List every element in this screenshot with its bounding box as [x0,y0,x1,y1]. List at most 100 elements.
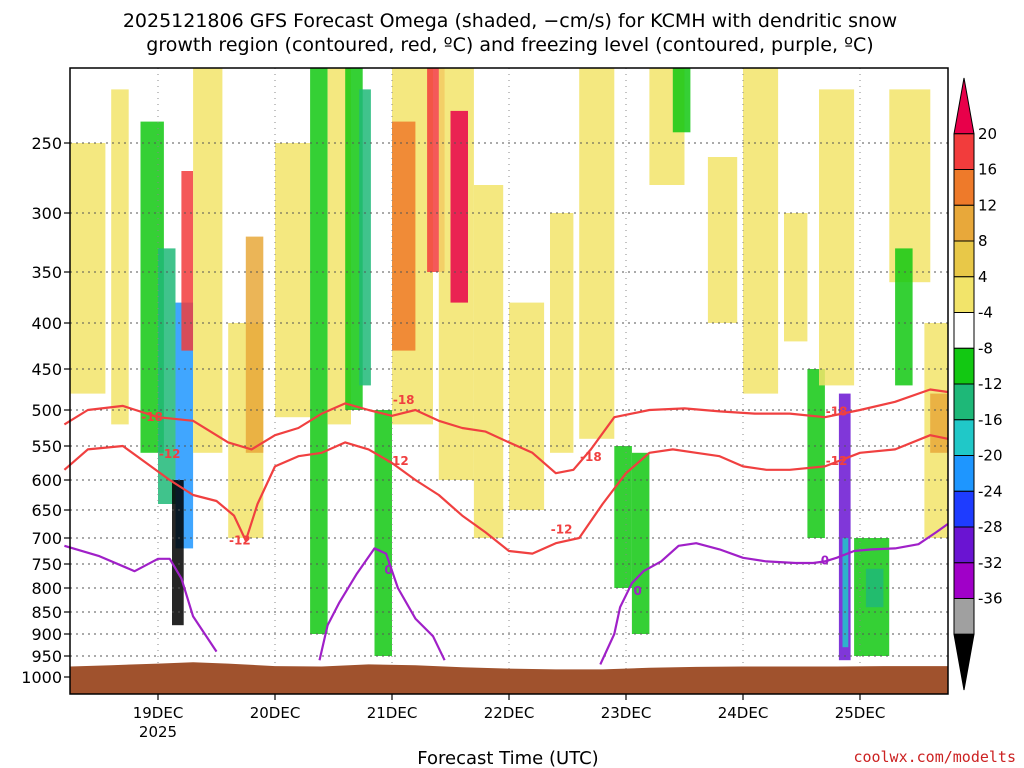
x-axis-label: Forecast Time (UTC) [417,748,598,768]
colorbar-swatch [953,455,975,492]
colorbar-swatch [953,276,975,314]
x-tick-label: 23DEC [601,704,652,722]
y-tick-label: 650 [31,501,62,520]
x-tick-label: 21DEC [367,704,418,722]
x-tick-label: 19DEC [133,704,184,722]
y-tick-label: 300 [31,204,62,223]
omega-cell [327,68,351,425]
colorbar-swatch [953,169,975,206]
x-tick-sublabel: 2025 [139,723,177,741]
omega-cell [158,248,176,504]
chart-title-line-1: 2025121806 GFS Forecast Omega (shaded, −… [123,10,897,32]
contour-label: -18 [580,450,602,464]
gridlines [70,68,948,694]
contour-label: -18 [826,404,848,418]
contour-labels: -18 -12 -12 -18 -12 -18 -12 -18 -12 0 0 0 [141,393,847,598]
omega-cell [784,213,808,342]
colorbar-tick-label: -8 [978,339,993,357]
watermark: coolwx.com/modelts [853,748,1016,766]
colorbar-tick-label: 20 [978,125,997,143]
omega-cell [819,89,855,386]
colorbar-tick-label: 4 [978,268,988,286]
omega-cell [807,369,825,538]
colorbar-top-arrow [953,77,975,135]
ground-surface [70,662,948,694]
omega-cell [245,236,264,453]
omega-cell [374,410,392,656]
y-tick-label: 550 [31,437,62,456]
y-tick-label: 1000 [21,668,62,687]
colorbar-tick-label: -4 [978,304,993,322]
omega-cell [181,171,194,351]
colorbar-swatch [953,598,975,635]
contour-label: -12 [159,447,181,461]
colorbar-tick-label: -20 [978,447,1003,465]
colorbar-swatch [953,526,975,564]
colorbar-bottom-arrow [953,633,975,691]
colorbar-tick-label: 8 [978,232,988,250]
omega-cell [707,157,738,323]
colorbar-tick-label: -16 [978,411,1003,429]
contour-label: 0 [634,584,642,598]
y-tick-label: 600 [31,471,62,490]
chart-title-line-2: growth region (contoured, red, ºC) and f… [146,34,873,56]
contour-label: -18 [141,410,163,424]
omega-cell [743,68,779,394]
colorbar-swatch [953,562,975,600]
omega-cell [275,143,311,418]
contour-label: 0 [384,563,392,577]
contour-label: -18 [393,393,415,407]
colorbar-tick-label: 16 [978,161,997,179]
y-tick-label: 400 [31,314,62,333]
y-tick-label: 350 [31,263,62,282]
omega-cell [193,68,223,453]
colorbar-swatch [953,133,975,171]
colorbar-swatch [953,204,975,242]
y-tick-label: 900 [31,625,62,644]
freezing-level-contour-23dec [599,523,949,665]
contour-label: -12 [826,454,848,468]
freezing-level-contour-21dec [318,547,446,661]
contour-label: -12 [551,523,573,537]
x-tick-label: 24DEC [718,704,769,722]
omega-cell [631,452,650,634]
y-tick-label: 700 [31,529,62,548]
contour-label: 0 [821,553,829,567]
colorbar-swatch [953,240,975,278]
colorbar: 20 16 12 8 4 -4 -8 -12 -16 -20 -24 -28 -32 -36 [953,77,1003,691]
y-tick-label: 750 [31,555,62,574]
contour-lines [63,388,949,665]
omega-cell [70,143,106,394]
omega-cell [172,480,184,626]
omega-cell [672,68,691,133]
y-tick-label: 850 [31,603,62,622]
x-tick-label: 25DEC [835,704,886,722]
colorbar-tick-label: -32 [978,554,1003,572]
colorbar-swatch [953,490,975,528]
omega-cell [345,68,363,410]
colorbar-swatch [953,312,975,349]
colorbar-tick-label: -24 [978,482,1003,500]
plot-area: -18 -12 -12 -18 -12 -18 -12 -18 -12 0 0 0 [63,67,949,695]
dendritic-minus18-contour [63,388,948,475]
y-tick-label: 500 [31,401,62,420]
omega-cell [392,121,416,351]
colorbar-tick-label: -12 [978,375,1003,393]
y-axis-ticks: 250 300 350 400 450 500 550 600 650 700 750 800 850 9… [21,134,70,687]
omega-cell [450,110,468,303]
omega-cell [579,68,615,439]
freezing-level-contour-19dec [64,544,218,653]
omega-cell [359,89,371,386]
omega-cell [310,68,328,634]
y-tick-label: 450 [31,360,62,379]
contour-label: -12 [387,454,409,468]
colorbar-swatch [953,347,975,385]
y-tick-label: 950 [31,647,62,666]
omega-cell [473,185,504,538]
omega-cell [930,393,948,453]
contour-label: -12 [229,534,251,548]
y-tick-label: 250 [31,134,62,153]
dendritic-minus12-contour [63,434,949,555]
